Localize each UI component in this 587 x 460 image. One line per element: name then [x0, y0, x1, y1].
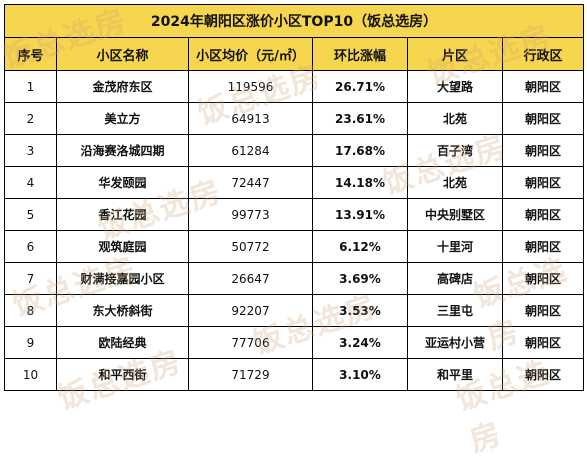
- title-row: 2024年朝阳区涨价小区TOP10（饭总选房）: [3, 4, 585, 38]
- cell-rank: 5: [4, 198, 57, 231]
- cell-price: 64913: [188, 102, 313, 135]
- cell-rank: 9: [4, 326, 57, 359]
- cell-price: 26647: [188, 262, 313, 295]
- table-row: 10 和平西街 71729 3.10% 和平里 朝阳区: [4, 358, 585, 391]
- cell-change: 14.18%: [312, 166, 408, 199]
- cell-district: 朝阳区: [501, 134, 585, 167]
- cell-district: 朝阳区: [501, 70, 585, 103]
- cell-change: 23.61%: [312, 102, 408, 135]
- cell-rank: 6: [4, 230, 57, 263]
- table-title: 2024年朝阳区涨价小区TOP10（饭总选房）: [3, 4, 585, 38]
- cell-change: 3.10%: [312, 358, 408, 391]
- cell-rank: 10: [4, 358, 57, 391]
- cell-name: 欧陆经典: [56, 326, 189, 359]
- cell-name: 沿海赛洛城四期: [56, 134, 189, 167]
- cell-price: 71729: [188, 358, 313, 391]
- table-row: 8 东大桥斜街 92207 3.53% 三里屯 朝阳区: [4, 294, 585, 327]
- cell-area: 中央别墅区: [407, 198, 503, 231]
- cell-area: 北苑: [407, 102, 503, 135]
- cell-price: 77706: [188, 326, 313, 359]
- header-row: 序号 小区名称 小区均价（元/㎡） 环比涨幅 片区 行政区: [4, 37, 585, 71]
- cell-district: 朝阳区: [501, 358, 585, 391]
- cell-area: 十里河: [407, 230, 503, 263]
- cell-price: 61284: [188, 134, 313, 167]
- cell-name: 观筑庭园: [56, 230, 189, 263]
- cell-area: 三里屯: [407, 294, 503, 327]
- cell-name: 香江花园: [56, 198, 189, 231]
- table-row: 5 香江花园 99773 13.91% 中央别墅区 朝阳区: [4, 198, 585, 231]
- cell-change: 3.69%: [312, 262, 408, 295]
- cell-area: 北苑: [407, 166, 503, 199]
- cell-district: 朝阳区: [501, 262, 585, 295]
- table-row: 1 金茂府东区 119596 26.71% 大望路 朝阳区: [4, 70, 585, 103]
- cell-change: 3.24%: [312, 326, 408, 359]
- cell-name: 金茂府东区: [56, 70, 189, 103]
- ranking-table-container: 2024年朝阳区涨价小区TOP10（饭总选房） 序号 小区名称 小区均价（元/㎡…: [3, 4, 585, 396]
- cell-change: 17.68%: [312, 134, 408, 167]
- cell-name: 财满接嘉园小区: [56, 262, 189, 295]
- cell-name: 东大桥斜街: [56, 294, 189, 327]
- cell-area: 百子湾: [407, 134, 503, 167]
- table-row: 6 观筑庭园 50772 6.12% 十里河 朝阳区: [4, 230, 585, 263]
- cell-name: 和平西街: [56, 358, 189, 391]
- cell-price: 92207: [188, 294, 313, 327]
- cell-change: 13.91%: [312, 198, 408, 231]
- cell-name: 华发颐园: [56, 166, 189, 199]
- cell-price: 50772: [188, 230, 313, 263]
- table-row: 7 财满接嘉园小区 26647 3.69% 高碑店 朝阳区: [4, 262, 585, 295]
- cell-price: 119596: [188, 70, 313, 103]
- cell-district: 朝阳区: [501, 166, 585, 199]
- cell-price: 72447: [188, 166, 313, 199]
- header-change: 环比涨幅: [312, 37, 408, 71]
- cell-area: 大望路: [407, 70, 503, 103]
- cell-rank: 7: [4, 262, 57, 295]
- cell-district: 朝阳区: [501, 102, 585, 135]
- table-row: 2 美立方 64913 23.61% 北苑 朝阳区: [4, 102, 585, 135]
- cell-name: 美立方: [56, 102, 189, 135]
- header-rank: 序号: [4, 37, 57, 71]
- table-row: 9 欧陆经典 77706 3.24% 亚运村小营 朝阳区: [4, 326, 585, 359]
- cell-district: 朝阳区: [501, 198, 585, 231]
- ranking-table: 2024年朝阳区涨价小区TOP10（饭总选房） 序号 小区名称 小区均价（元/㎡…: [3, 4, 585, 391]
- cell-rank: 2: [4, 102, 57, 135]
- header-area: 片区: [407, 37, 503, 71]
- cell-rank: 1: [4, 70, 57, 103]
- cell-rank: 8: [4, 294, 57, 327]
- header-name: 小区名称: [56, 37, 189, 71]
- cell-change: 3.53%: [312, 294, 408, 327]
- cell-area: 亚运村小营: [407, 326, 503, 359]
- cell-rank: 3: [4, 134, 57, 167]
- header-district: 行政区: [501, 37, 585, 71]
- table-row: 4 华发颐园 72447 14.18% 北苑 朝阳区: [4, 166, 585, 199]
- cell-change: 6.12%: [312, 230, 408, 263]
- cell-district: 朝阳区: [501, 294, 585, 327]
- cell-rank: 4: [4, 166, 57, 199]
- cell-district: 朝阳区: [501, 326, 585, 359]
- cell-area: 高碑店: [407, 262, 503, 295]
- header-price: 小区均价（元/㎡）: [188, 37, 313, 71]
- cell-area: 和平里: [407, 358, 503, 391]
- cell-change: 26.71%: [312, 70, 408, 103]
- cell-price: 99773: [188, 198, 313, 231]
- table-row: 3 沿海赛洛城四期 61284 17.68% 百子湾 朝阳区: [4, 134, 585, 167]
- cell-district: 朝阳区: [501, 230, 585, 263]
